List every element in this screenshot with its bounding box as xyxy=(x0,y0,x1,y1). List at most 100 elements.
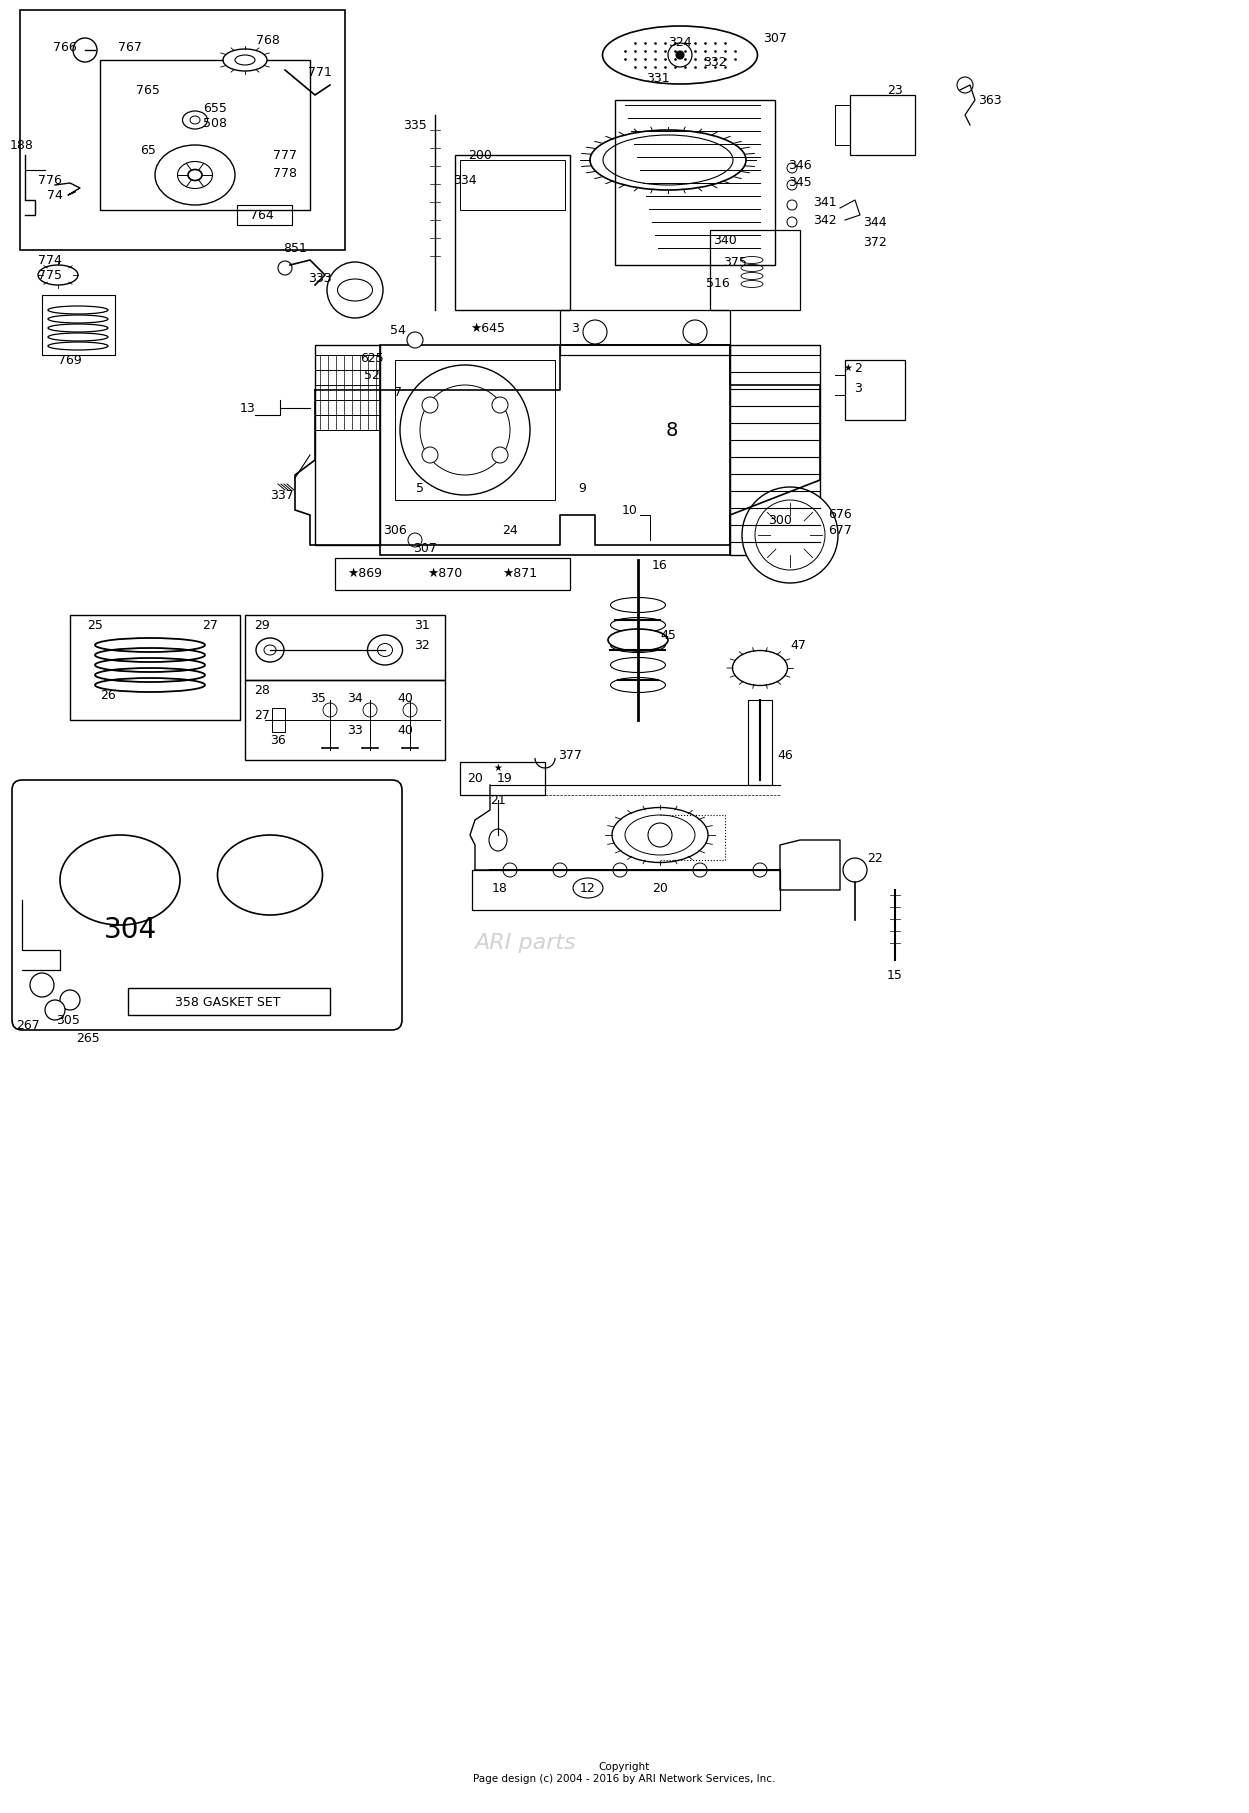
Bar xyxy=(748,700,772,785)
Circle shape xyxy=(407,332,423,348)
Text: 54: 54 xyxy=(390,323,406,337)
Circle shape xyxy=(754,500,826,569)
Text: ★: ★ xyxy=(493,763,502,772)
Circle shape xyxy=(400,364,530,495)
Text: 5: 5 xyxy=(416,482,423,495)
Text: ★: ★ xyxy=(843,363,852,373)
Circle shape xyxy=(613,863,627,877)
Bar xyxy=(460,761,545,794)
Circle shape xyxy=(492,397,508,413)
Bar xyxy=(335,558,570,589)
Text: 342: 342 xyxy=(813,214,837,227)
Text: 764: 764 xyxy=(250,208,274,221)
Text: 3: 3 xyxy=(854,381,862,395)
Bar xyxy=(20,11,345,250)
Text: 331: 331 xyxy=(646,71,669,85)
Ellipse shape xyxy=(37,265,77,285)
Circle shape xyxy=(753,863,767,877)
Text: 516: 516 xyxy=(706,277,729,290)
Bar xyxy=(729,344,821,555)
Text: 200: 200 xyxy=(468,149,492,161)
Text: 776: 776 xyxy=(37,174,62,187)
Text: 333: 333 xyxy=(309,272,332,285)
Text: 655: 655 xyxy=(204,102,227,114)
Circle shape xyxy=(72,38,97,62)
Ellipse shape xyxy=(337,279,372,301)
Ellipse shape xyxy=(732,651,788,685)
Circle shape xyxy=(553,863,567,877)
Text: 375: 375 xyxy=(723,256,747,268)
Text: 334: 334 xyxy=(453,174,477,187)
Bar xyxy=(380,344,729,555)
Circle shape xyxy=(327,263,383,317)
Text: 307: 307 xyxy=(413,542,437,555)
Text: 774: 774 xyxy=(37,254,62,267)
Text: 363: 363 xyxy=(978,94,1002,107)
Circle shape xyxy=(60,990,80,1010)
FancyBboxPatch shape xyxy=(12,780,402,1030)
Text: ★871: ★871 xyxy=(502,566,537,580)
Text: 324: 324 xyxy=(668,36,692,49)
Text: 304: 304 xyxy=(104,916,156,945)
Text: 778: 778 xyxy=(274,167,297,179)
Text: 851: 851 xyxy=(284,241,307,254)
Ellipse shape xyxy=(182,111,207,129)
Text: 307: 307 xyxy=(763,31,787,45)
Text: ★869: ★869 xyxy=(347,566,382,580)
Text: 20: 20 xyxy=(467,772,483,785)
Text: 767: 767 xyxy=(119,40,142,54)
Bar xyxy=(460,160,565,210)
Circle shape xyxy=(843,858,867,881)
Text: 345: 345 xyxy=(788,176,812,189)
Text: Copyright
Page design (c) 2004 - 2016 by ARI Network Services, Inc.: Copyright Page design (c) 2004 - 2016 by… xyxy=(473,1762,776,1784)
Text: ARI parts: ARI parts xyxy=(473,932,576,954)
Text: 32: 32 xyxy=(415,638,430,651)
Text: ★645: ★645 xyxy=(471,321,506,335)
Bar xyxy=(615,100,774,265)
Bar xyxy=(272,709,285,732)
Text: 35: 35 xyxy=(310,691,326,705)
Text: 40: 40 xyxy=(397,723,413,736)
Circle shape xyxy=(787,218,797,227)
Text: 33: 33 xyxy=(347,723,363,736)
Circle shape xyxy=(279,261,292,276)
Circle shape xyxy=(787,163,797,172)
Bar xyxy=(100,60,310,210)
Text: 45: 45 xyxy=(659,629,676,642)
Circle shape xyxy=(648,823,672,847)
Bar xyxy=(42,296,115,355)
Circle shape xyxy=(693,863,707,877)
Text: 16: 16 xyxy=(652,558,668,571)
Text: 335: 335 xyxy=(403,118,427,132)
Text: 267: 267 xyxy=(16,1019,40,1032)
Text: 340: 340 xyxy=(713,234,737,247)
Circle shape xyxy=(492,448,508,462)
Circle shape xyxy=(683,321,707,344)
Circle shape xyxy=(323,703,337,716)
Text: 27: 27 xyxy=(254,709,270,722)
Circle shape xyxy=(422,448,438,462)
Bar xyxy=(846,361,906,421)
Text: 188: 188 xyxy=(10,138,34,152)
Text: 676: 676 xyxy=(828,508,852,520)
Text: 300: 300 xyxy=(768,513,792,526)
Circle shape xyxy=(742,488,838,584)
Ellipse shape xyxy=(602,25,757,83)
Text: 372: 372 xyxy=(863,236,887,248)
Text: 47: 47 xyxy=(791,638,806,651)
Text: 305: 305 xyxy=(56,1013,80,1026)
Text: 332: 332 xyxy=(703,56,727,69)
Text: 377: 377 xyxy=(558,749,582,761)
Text: 24: 24 xyxy=(502,524,518,537)
Text: 18: 18 xyxy=(492,881,508,894)
Text: 508: 508 xyxy=(204,116,227,129)
Text: 777: 777 xyxy=(274,149,297,161)
Circle shape xyxy=(408,533,422,548)
Text: 766: 766 xyxy=(54,40,77,54)
Text: 306: 306 xyxy=(383,524,407,537)
Text: 9: 9 xyxy=(578,482,586,495)
Ellipse shape xyxy=(190,116,200,123)
Text: 74: 74 xyxy=(47,189,62,201)
Text: 23: 23 xyxy=(887,83,903,96)
Text: 12: 12 xyxy=(580,881,596,894)
